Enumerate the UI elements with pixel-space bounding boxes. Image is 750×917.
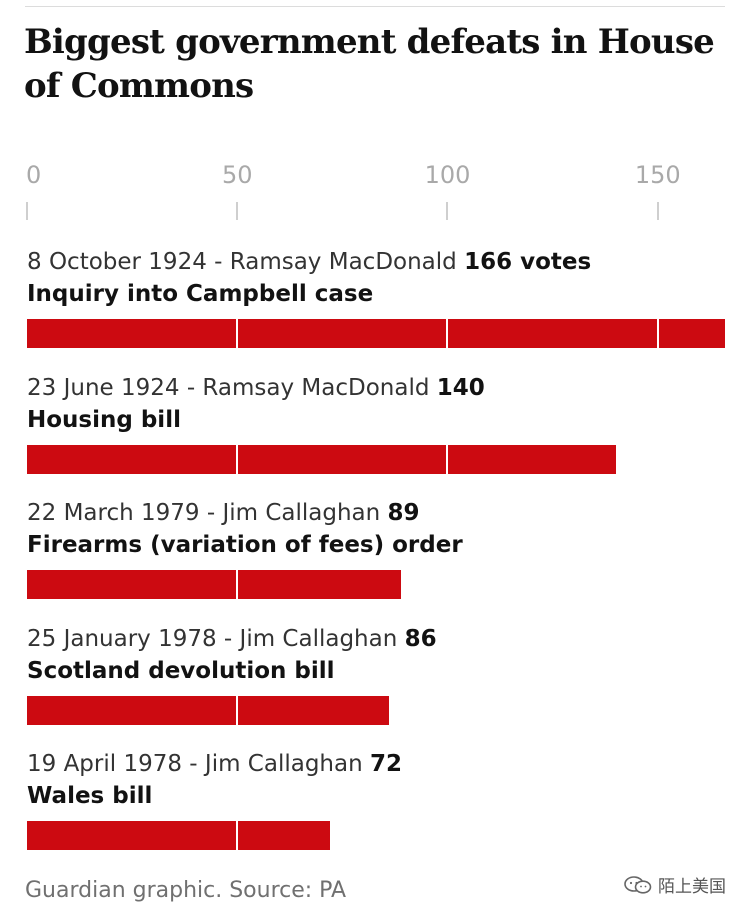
x-tick-label: 150 [634,161,681,189]
x-tick-label: 100 [424,161,471,189]
bar-value-label: 89 [387,500,420,526]
wechat-icon [624,875,652,894]
row-label: 19 April 1978 - Jim Callaghan 72 [27,748,402,780]
bar-grid-line [236,695,239,725]
row-date-pm: 22 March 1979 - Jim Callaghan [27,500,388,526]
row-subject: Housing bill [27,406,181,433]
x-tick-label: 50 [221,161,253,189]
bar-grid-line [656,319,659,348]
bar-value-label: 166 votes [464,249,592,275]
row-label: 22 March 1979 - Jim Callaghan 89 [27,497,420,529]
x-tick-mark [26,202,28,220]
row-label: 8 October 1924 - Ramsay MacDonald 166 vo… [27,246,591,278]
x-tick-mark [656,202,659,220]
row-subject: Inquiry into Campbell case [27,281,374,307]
watermark-text: 陌上美国 [658,877,726,897]
row-subject: Wales bill [27,783,153,809]
bar-grid-line [446,444,449,474]
bar-grid-line [236,821,239,850]
bar [27,319,725,348]
bar [27,444,616,474]
row-date-pm: 8 October 1924 - Ramsay MacDonald [27,249,465,275]
x-tick-label: 0 [26,161,42,189]
row-date-pm: 25 January 1978 - Jim Callaghan [27,625,405,652]
top-rule [25,6,725,7]
bar [27,821,330,850]
chart-title: Biggest government defeats in House of C… [24,22,715,106]
x-tick-mark [236,202,239,220]
bar-value-label: 140 [436,374,485,401]
x-tick-mark [446,202,449,220]
row-subject: Scotland devolution bill [27,657,335,684]
bar-grid-line [236,444,239,474]
source-note: Guardian graphic. Source: PA [25,878,347,903]
row-label: 23 June 1924 - Ramsay MacDonald 140 [27,372,485,404]
row-date-pm: 23 June 1924 - Ramsay MacDonald [27,374,437,401]
bar-grid-line [446,319,449,348]
bar-grid-line [236,319,239,348]
bar [27,570,402,599]
row-date-pm: 19 April 1978 - Jim Callaghan [27,751,370,777]
bar-value-label: 72 [370,751,403,777]
bar-grid-line [236,570,239,599]
bar-value-label: 86 [404,625,437,652]
watermark: 陌上美国 [624,872,726,897]
x-axis: 0 50 100 150 [0,0,750,230]
row-label: 25 January 1978 - Jim Callaghan 86 [27,623,437,655]
row-subject: Firearms (variation of fees) order [27,532,463,558]
bar [27,695,389,725]
